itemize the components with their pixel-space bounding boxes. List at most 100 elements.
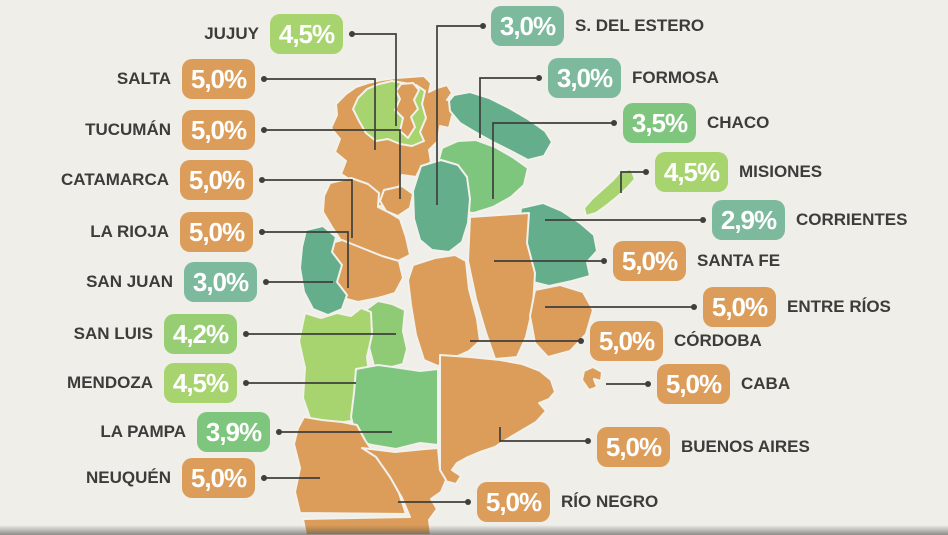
province-value-badge: 4,2% bbox=[164, 314, 237, 354]
connector-s-del-estero bbox=[436, 25, 483, 205]
province-label: MENDOZA bbox=[67, 373, 153, 392]
label-row-salta: SALTA 5,0% bbox=[117, 59, 255, 99]
label-row-corrientes: 2,9% CORRIENTES bbox=[712, 200, 907, 240]
province-label: CABA bbox=[741, 374, 791, 393]
connector-dot bbox=[259, 177, 265, 183]
label-row-san-luis: SAN LUIS 4,2% bbox=[74, 314, 237, 354]
connector-dot bbox=[480, 23, 486, 29]
province-label: SAN LUIS bbox=[73, 324, 153, 343]
label-row-san-juan: SAN JUAN 3,0% bbox=[86, 262, 257, 302]
province-label: NEUQUÉN bbox=[85, 468, 171, 487]
province-value-badge: 5,0% bbox=[597, 427, 670, 467]
connector-dot bbox=[243, 331, 249, 337]
connector-dot bbox=[465, 499, 471, 505]
province-value-badge: 5,0% bbox=[182, 110, 255, 150]
connector-dot bbox=[261, 76, 267, 82]
province-la-pampa bbox=[350, 364, 439, 450]
province-san-juan bbox=[299, 225, 348, 316]
province-value-badge: 3,0% bbox=[491, 6, 564, 46]
connector-dot bbox=[261, 127, 267, 133]
connector-dot bbox=[645, 381, 651, 387]
connector-dot bbox=[691, 304, 697, 310]
province-label: CATAMARCA bbox=[61, 170, 169, 189]
province-shapes bbox=[293, 75, 636, 535]
connector-dot bbox=[578, 338, 584, 344]
province-value-badge: 5,0% bbox=[703, 287, 776, 327]
province-value-badge: 5,0% bbox=[657, 364, 730, 404]
label-row-jujuy: JUJUY 4,5% bbox=[204, 14, 343, 54]
label-row-formosa: 3,0% FORMOSA bbox=[548, 58, 719, 98]
province-label: CHACO bbox=[707, 113, 770, 132]
connector-buenos-aires bbox=[499, 427, 588, 442]
connector-dots bbox=[243, 23, 706, 505]
connector-lines bbox=[246, 25, 703, 503]
label-row-la-rioja: LA RIOJA 5,0% bbox=[90, 212, 253, 252]
province-value-badge: 5,0% bbox=[180, 212, 253, 252]
province-value-badge: 5,0% bbox=[180, 160, 253, 200]
province-salta-tongue bbox=[394, 82, 420, 139]
province-value-badge: 5,0% bbox=[477, 482, 550, 522]
province-label: TUCUMÁN bbox=[85, 120, 171, 139]
label-row-cordoba: 5,0% CÓRDOBA bbox=[590, 321, 762, 361]
province-misiones bbox=[583, 168, 636, 217]
province-value-badge: 4,5% bbox=[164, 363, 237, 403]
province-value-badge: 3,5% bbox=[623, 103, 696, 143]
label-row-santa-fe: 5,0% SANTA FE bbox=[613, 241, 780, 281]
label-row-entre-rios: 5,0% ENTRE RÍOS bbox=[703, 287, 891, 327]
province-value-badge: 2,9% bbox=[712, 200, 785, 240]
connector-dot bbox=[276, 429, 282, 435]
connector-dot bbox=[349, 31, 355, 37]
connector-dot bbox=[611, 120, 617, 126]
province-label: CÓRDOBA bbox=[674, 331, 762, 350]
province-label: JUJUY bbox=[204, 24, 259, 43]
label-row-mendoza: MENDOZA 4,5% bbox=[67, 363, 237, 403]
label-row-s-del-estero: 3,0% S. DEL ESTERO bbox=[491, 6, 704, 46]
connector-dot bbox=[259, 229, 265, 235]
province-label: S. DEL ESTERO bbox=[575, 16, 705, 35]
province-caba bbox=[581, 366, 603, 391]
connector-dot bbox=[643, 169, 649, 175]
connector-jujuy bbox=[352, 33, 397, 126]
province-cordoba bbox=[407, 254, 481, 367]
province-label: BUENOS AIRES bbox=[681, 437, 810, 456]
connector-dot bbox=[263, 279, 269, 285]
province-buenos-aires bbox=[439, 354, 556, 485]
label-row-neuquen: NEUQUÉN 5,0% bbox=[86, 458, 255, 498]
province-value-badge: 5,0% bbox=[613, 241, 686, 281]
connector-catamarca bbox=[262, 179, 353, 238]
label-row-caba: 5,0% CABA bbox=[657, 364, 790, 404]
province-label: SAN JUAN bbox=[86, 272, 173, 291]
connector-salta bbox=[264, 78, 376, 150]
label-row-chaco: 3,5% CHACO bbox=[623, 103, 769, 143]
connector-formosa bbox=[479, 77, 539, 138]
connector-dot bbox=[585, 438, 591, 444]
province-rio-negro bbox=[302, 447, 447, 535]
province-tucuman bbox=[379, 185, 414, 217]
province-value-badge: 4,5% bbox=[270, 14, 343, 54]
connector-dot bbox=[601, 258, 607, 264]
province-value-badge: 3,9% bbox=[197, 412, 270, 452]
label-row-tucuman: TUCUMÁN 5,0% bbox=[85, 110, 255, 150]
province-entre-rios bbox=[529, 284, 594, 358]
connector-misiones bbox=[620, 171, 646, 193]
connector-dot bbox=[700, 217, 706, 223]
province-value-badge: 4,5% bbox=[655, 152, 728, 192]
province-value-badge: 5,0% bbox=[590, 321, 663, 361]
province-label: SALTA bbox=[116, 69, 171, 88]
province-label: RÍO NEGRO bbox=[561, 492, 659, 511]
connector-la-rioja bbox=[262, 231, 349, 288]
province-label: SANTA FE bbox=[697, 251, 781, 270]
connector-dot bbox=[243, 380, 249, 386]
connector-chaco bbox=[492, 122, 614, 199]
label-row-rio-negro: 5,0% RÍO NEGRO bbox=[477, 482, 658, 522]
province-label: CORRIENTES bbox=[796, 210, 908, 229]
province-label: LA PAMPA bbox=[100, 422, 186, 441]
label-row-misiones: 4,5% MISIONES bbox=[655, 152, 822, 192]
province-santiago-del-estero bbox=[412, 159, 471, 253]
province-value-badge: 5,0% bbox=[182, 458, 255, 498]
label-row-la-pampa: LA PAMPA 3,9% bbox=[100, 412, 270, 452]
label-row-buenos-aires: 5,0% BUENOS AIRES bbox=[597, 427, 810, 467]
province-value-badge: 5,0% bbox=[182, 59, 255, 99]
